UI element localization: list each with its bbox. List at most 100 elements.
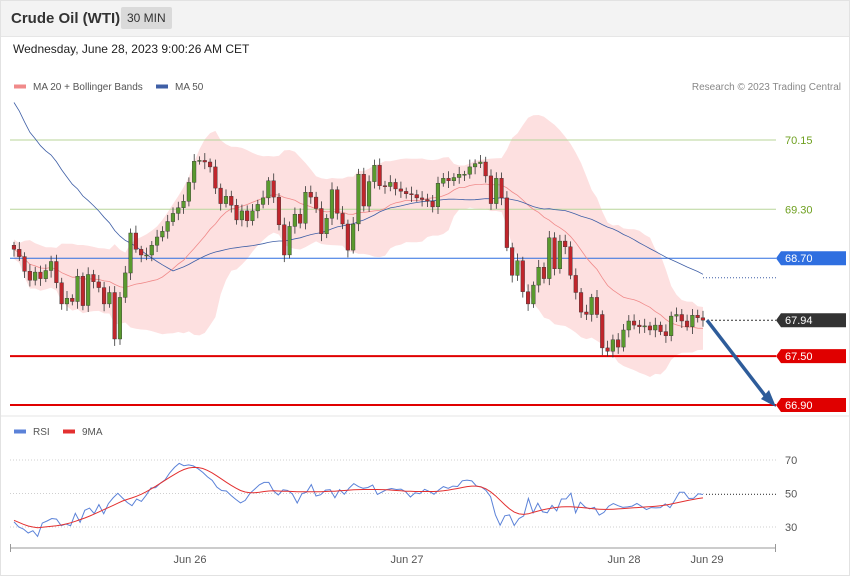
- candle-body: [80, 276, 85, 306]
- bollinger-band: [14, 115, 703, 377]
- resistance-level-label: 69.30: [785, 204, 813, 216]
- candle-body: [488, 175, 494, 204]
- candle-body: [451, 177, 456, 181]
- candle-body: [340, 213, 345, 225]
- x-axis: Jun 26 Jun 27 Jun 28 Jun 29: [10, 544, 776, 566]
- candle-body: [144, 254, 149, 257]
- rsi-panel: 70 50 30: [10, 455, 797, 538]
- candle-body: [435, 182, 441, 207]
- candle-body: [531, 284, 536, 305]
- candle-body: [663, 331, 668, 336]
- candle-body: [70, 298, 75, 302]
- candle-body: [377, 165, 382, 186]
- candle-body: [107, 292, 112, 305]
- rsi-tick-label: 30: [785, 522, 797, 534]
- candle-body: [351, 223, 356, 251]
- candle-body: [101, 287, 107, 305]
- candle-body: [245, 210, 250, 221]
- candle-body: [478, 161, 483, 164]
- resistance-level-label: 70.15: [785, 135, 813, 147]
- candle-body: [526, 291, 531, 305]
- header-bar: Crude Oil (WTI) 30 MIN: [0, 0, 850, 37]
- support-level-label: 67.50: [785, 351, 813, 363]
- candle-body: [483, 161, 488, 177]
- candle-body: [685, 320, 690, 327]
- candle-body: [17, 249, 22, 257]
- candle-body: [398, 188, 403, 192]
- arrow-head: [761, 390, 776, 407]
- candle-body: [414, 194, 419, 199]
- candle-body: [319, 208, 324, 234]
- candle-body: [86, 274, 91, 306]
- candle-body: [149, 244, 154, 256]
- candle-body: [303, 191, 308, 224]
- candle-body: [568, 246, 573, 276]
- candle-body: [202, 160, 207, 163]
- candle-body: [393, 182, 398, 190]
- candlesticks: [11, 153, 705, 358]
- candle-body: [276, 196, 282, 226]
- candle-body: [160, 231, 165, 238]
- candle-body: [165, 221, 170, 232]
- rsi-legend-swatch: [14, 429, 26, 434]
- candle-body: [154, 236, 160, 246]
- candle-body: [213, 166, 218, 189]
- candle-body: [261, 197, 266, 205]
- rsi-ma9-line: [13, 466, 704, 529]
- x-axis-label: Jun 29: [690, 554, 723, 566]
- candle-body: [388, 182, 393, 187]
- candle-body: [536, 267, 541, 286]
- candle-body: [494, 178, 499, 204]
- current-level-label: 67.94: [785, 315, 813, 327]
- candle-body: [38, 271, 43, 279]
- candle-body: [605, 347, 610, 352]
- candle-body: [367, 181, 372, 207]
- x-axis-label: Jun 26: [173, 554, 206, 566]
- candle-body: [329, 189, 335, 219]
- candle-body: [520, 260, 525, 292]
- candle-body: [563, 240, 568, 248]
- candle-body: [239, 210, 244, 221]
- candle-body: [467, 166, 472, 175]
- rsi-line: [13, 462, 704, 538]
- candle-body: [547, 237, 552, 279]
- candle-body: [324, 218, 329, 235]
- candle-body: [345, 223, 350, 251]
- candle-body: [207, 161, 213, 168]
- candle-body: [266, 180, 271, 199]
- timeframe-badge[interactable]: 30 MIN: [121, 7, 172, 29]
- candle-body: [679, 314, 684, 322]
- credit-text: Research © 2023 Trading Central: [692, 82, 841, 93]
- candle-body: [250, 210, 255, 221]
- candle-body: [579, 292, 584, 313]
- candle-body: [425, 199, 430, 202]
- candle-body: [128, 232, 133, 274]
- bollinger-area: [14, 115, 703, 377]
- candle-body: [117, 297, 122, 340]
- candle-body: [112, 292, 117, 340]
- candle-body: [176, 207, 181, 214]
- candle-body: [462, 173, 467, 176]
- candle-body: [552, 237, 557, 270]
- rsi-tick-label: 50: [785, 489, 797, 501]
- candle-body: [637, 324, 642, 327]
- candle-body: [420, 197, 425, 200]
- candle-body: [642, 325, 647, 328]
- candle-body: [271, 180, 276, 198]
- candle-body: [59, 282, 64, 305]
- candle-body: [22, 256, 27, 272]
- candle-body: [510, 247, 515, 276]
- candle-body: [75, 276, 80, 302]
- candle-body: [372, 165, 377, 182]
- candle-body: [181, 200, 186, 208]
- candle-body: [382, 185, 388, 187]
- support-level-label: 66.90: [785, 400, 813, 412]
- candle-body: [234, 204, 239, 221]
- candle-body: [695, 315, 700, 318]
- candle-body: [298, 213, 303, 224]
- candle-body: [292, 213, 297, 227]
- candle-body: [504, 197, 509, 248]
- candle-body: [314, 196, 319, 209]
- candle-body: [229, 196, 234, 206]
- candle-body: [139, 249, 144, 256]
